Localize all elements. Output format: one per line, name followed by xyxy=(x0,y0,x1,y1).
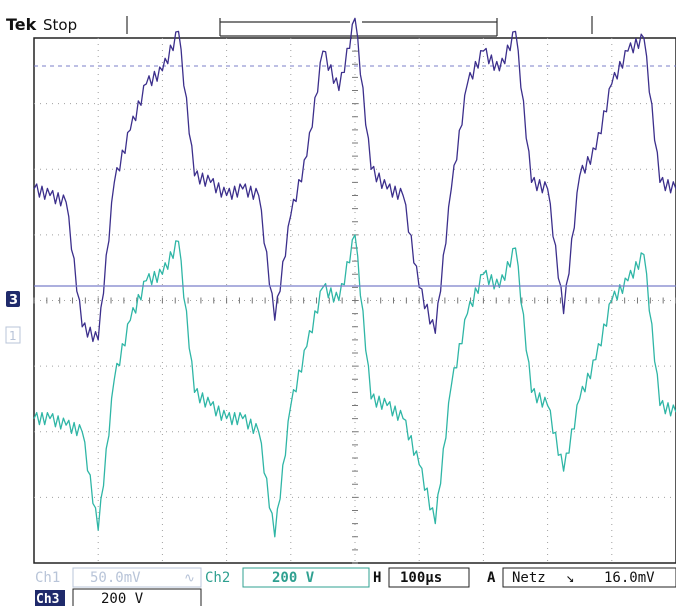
trigger-slope-icon: ↘ xyxy=(566,570,574,586)
run-state-label: Stop xyxy=(43,16,77,34)
ch3-scale: 200 V xyxy=(101,591,144,606)
ch3-label-bg xyxy=(35,590,65,606)
trace-ch2 xyxy=(33,234,676,538)
record-position-indicator xyxy=(126,16,593,37)
ch1-ground-marker[interactable]: 1 xyxy=(5,326,21,344)
ch3-ground-marker[interactable]: 3 xyxy=(6,291,20,308)
ch1-label: Ch1 xyxy=(35,570,60,586)
ch2-scale-box xyxy=(242,567,370,588)
ch3-label: Ch3 xyxy=(36,592,59,606)
trigger-box xyxy=(502,567,676,588)
horizontal-scale: 100µs xyxy=(400,570,442,586)
horizontal-scale-box xyxy=(388,567,470,588)
ch1-coupling: ∿ xyxy=(184,571,195,586)
waveform-traces xyxy=(33,17,676,538)
ch2-scale: 200 V xyxy=(272,570,315,586)
graticule-grid xyxy=(33,37,676,564)
brand-label: Tek xyxy=(6,15,37,34)
trigger-level: 16.0mV xyxy=(604,570,655,586)
ch3-scale-box xyxy=(72,588,202,606)
horizontal-label: H xyxy=(373,570,381,586)
svg-text:3: 3 xyxy=(9,293,18,308)
trace-ch3 xyxy=(33,17,676,343)
ch2-label: Ch2 xyxy=(205,570,230,586)
trigger-source: Netz xyxy=(512,570,546,586)
trigger-label: A xyxy=(487,570,496,586)
ch1-scale: 50.0mV xyxy=(90,570,141,586)
ch1-scale-box xyxy=(72,567,202,588)
svg-text:1: 1 xyxy=(9,329,17,343)
readout-bar: Ch1 50.0mV ∿ Ch2 200 V H 100µs A Netz ↘ … xyxy=(35,567,676,606)
